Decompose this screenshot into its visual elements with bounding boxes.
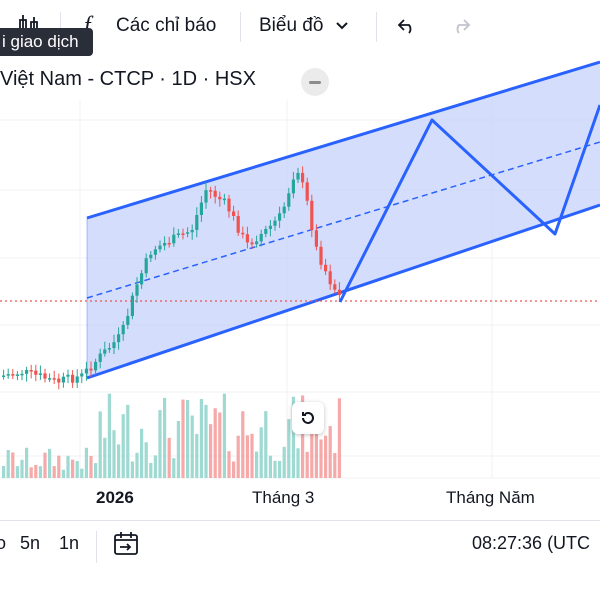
- undo-icon[interactable]: [396, 10, 418, 42]
- top-toolbar: f Các chỉ báo Biểu đồ: [0, 0, 600, 54]
- tooltip: i giao dịch: [0, 28, 93, 56]
- chevron-down-icon: [336, 22, 349, 30]
- xaxis-label: 2026: [96, 488, 134, 507]
- range-button-5n[interactable]: 5n: [20, 533, 41, 553]
- channel-upper-line: [86, 60, 600, 220]
- volume-bars: [2, 393, 341, 478]
- channel-fill: [87, 62, 600, 378]
- range-button-1n[interactable]: 1n: [59, 533, 80, 553]
- fx-icon[interactable]: f: [84, 12, 91, 39]
- xaxis-label: Tháng Năm: [446, 488, 535, 507]
- symbol-title: Việt Nam - CTCP · 1D · HSX: [0, 68, 256, 90]
- range-button-partial[interactable]: o: [0, 533, 7, 553]
- chart-type-button[interactable]: Biểu đồ: [259, 10, 349, 42]
- channel-lower-line: [86, 203, 600, 380]
- reset-icon: [302, 412, 314, 424]
- collapse-legend-button[interactable]: [301, 68, 329, 96]
- indicators-button[interactable]: Các chỉ báo: [116, 15, 217, 36]
- reset-chart-button[interactable]: [292, 402, 324, 434]
- bottom-bar: o 5n 1n 08:27:36 (UTC: [0, 520, 600, 573]
- goto-date-icon[interactable]: [112, 531, 140, 562]
- xaxis-label: Tháng 3: [252, 488, 315, 507]
- projection-path: [338, 104, 600, 303]
- candlesticks: [2, 166, 341, 390]
- redo-icon[interactable]: [450, 10, 472, 42]
- clock-display: 08:27:36 (UTC: [472, 533, 591, 553]
- chart-type-label: Biểu đồ: [259, 15, 324, 36]
